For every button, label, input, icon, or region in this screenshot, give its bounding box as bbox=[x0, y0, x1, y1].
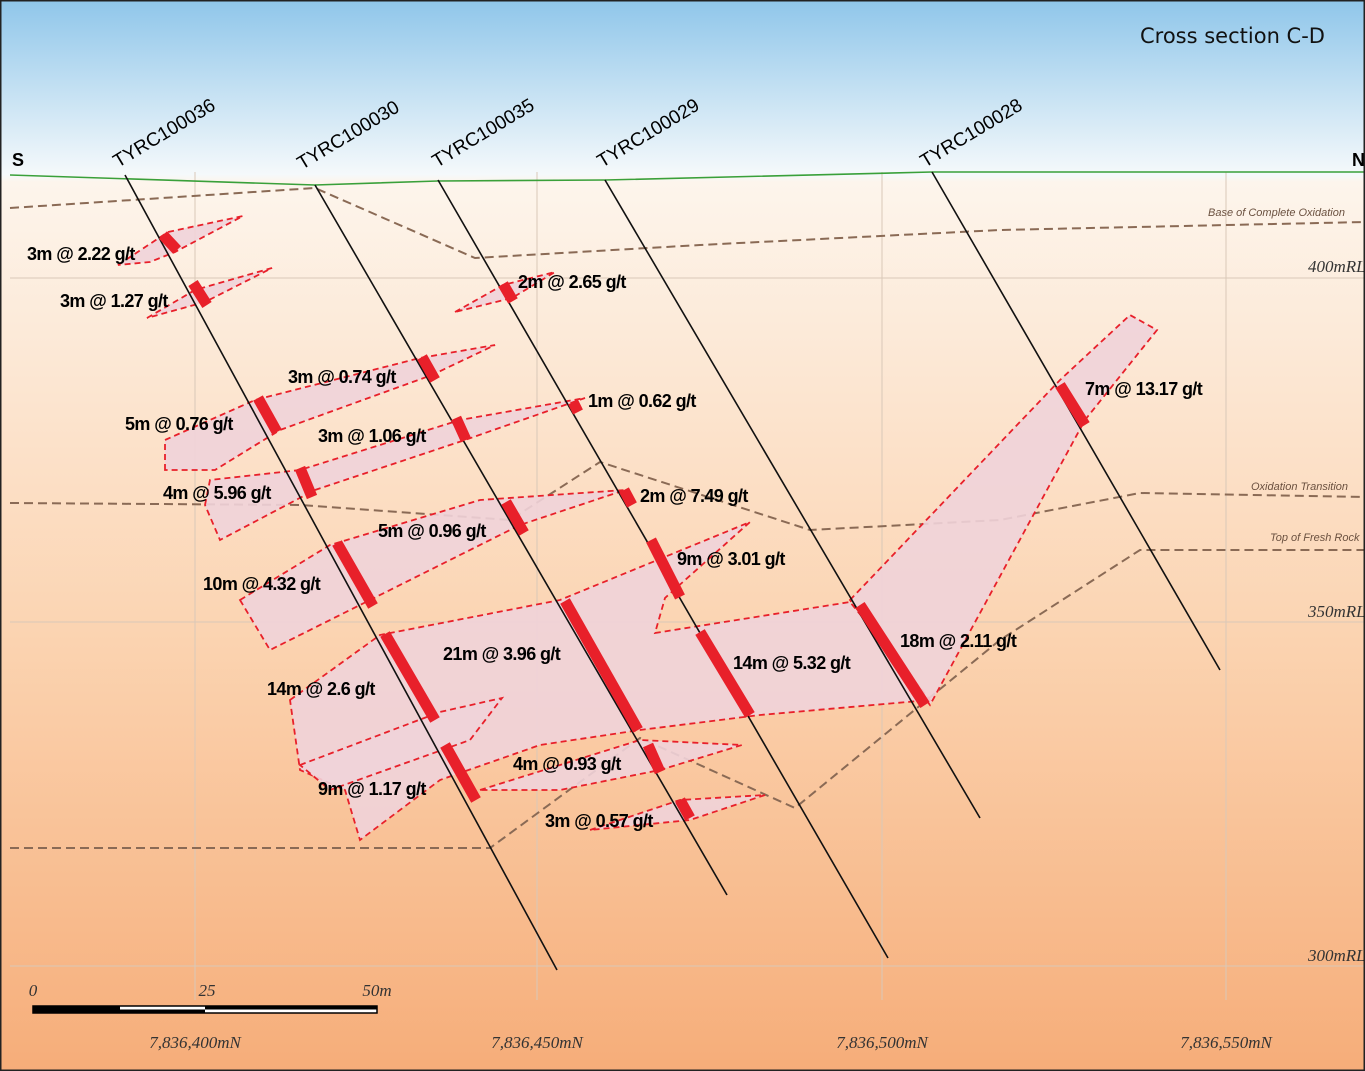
elevation-label: 400mRL bbox=[1308, 257, 1365, 276]
ore-zone bbox=[204, 397, 586, 542]
intercept-label: 5m @ 0.76 g/t bbox=[125, 414, 233, 434]
surface-line bbox=[9, 171, 1365, 186]
ore-zone bbox=[146, 267, 273, 319]
intercept-label: 18m @ 2.11 g/t bbox=[900, 631, 1017, 651]
scale-bar-segment bbox=[120, 1009, 205, 1013]
title: Cross section C-D bbox=[1140, 24, 1325, 48]
intercept-bar bbox=[294, 465, 318, 500]
intercept-label: 3m @ 0.74 g/t bbox=[288, 367, 396, 387]
south-label: S bbox=[12, 150, 24, 170]
northing-label: 7,836,550mN bbox=[1180, 1033, 1273, 1052]
intercept-label: 2m @ 7.49 g/t bbox=[640, 486, 748, 506]
intercept-label: 3m @ 1.27 g/t bbox=[60, 291, 168, 311]
intercept-bar bbox=[440, 742, 481, 803]
northing-label: 7,836,400mN bbox=[149, 1033, 242, 1052]
northing-label: 7,836,450mN bbox=[491, 1033, 584, 1052]
ore-zone bbox=[589, 794, 766, 831]
north-label: N bbox=[1352, 150, 1364, 170]
intercept-label: 9m @ 3.01 g/t bbox=[677, 549, 785, 569]
intercept-label: 21m @ 3.96 g/t bbox=[443, 644, 561, 664]
intercept-label: 1m @ 0.62 g/t bbox=[588, 391, 696, 411]
drill-hole bbox=[604, 179, 981, 819]
intercept-label: 14m @ 2.6 g/t bbox=[267, 679, 375, 699]
northing-label: 7,836,500mN bbox=[836, 1033, 929, 1052]
scale-label: 0 bbox=[29, 981, 38, 1000]
intercept-bar bbox=[332, 540, 378, 609]
ore-zone bbox=[117, 215, 244, 266]
intercept-bar bbox=[695, 629, 755, 718]
intercept-label: 10m @ 4.32 g/t bbox=[203, 574, 321, 594]
scale-bar-segment bbox=[205, 1006, 377, 1010]
horizon-line bbox=[9, 460, 1365, 532]
intercept-bar bbox=[188, 280, 212, 308]
intercept-label: 7m @ 13.17 g/t bbox=[1085, 379, 1203, 399]
horizon-label: Top of Fresh Rock bbox=[1270, 532, 1360, 544]
scale-label: 25 bbox=[199, 981, 216, 1000]
intercept-bar bbox=[619, 487, 637, 508]
ore-zone bbox=[479, 739, 743, 791]
elevation-label: 350mRL bbox=[1307, 602, 1365, 621]
scale-bar-segment bbox=[33, 1006, 120, 1013]
intercept-bar bbox=[253, 395, 282, 435]
drill-hole bbox=[314, 184, 728, 896]
intercept-label: 9m @ 1.17 g/t bbox=[318, 779, 426, 799]
intercept-bar bbox=[568, 399, 583, 415]
intercept-label: 2m @ 2.65 g/t bbox=[518, 272, 626, 292]
intercept-bar bbox=[1055, 382, 1090, 428]
intercept-bar bbox=[646, 537, 685, 600]
intercept-label: 3m @ 1.06 g/t bbox=[318, 426, 426, 446]
intercept-label: 3m @ 2.22 g/t bbox=[27, 244, 135, 264]
intercept-label: 3m @ 0.57 g/t bbox=[545, 811, 653, 831]
intercept-label: 4m @ 5.96 g/t bbox=[163, 483, 271, 503]
intercept-bar bbox=[380, 631, 440, 723]
drill-hole bbox=[124, 174, 558, 971]
intercept-bar bbox=[642, 742, 666, 775]
horizon-line bbox=[9, 186, 1365, 260]
intercept-bar bbox=[450, 415, 472, 443]
intercept-label: 4m @ 0.93 g/t bbox=[513, 754, 621, 774]
intercept-bar bbox=[498, 281, 518, 304]
horizon-label: Base of Complete Oxidation bbox=[1208, 207, 1345, 219]
intercept-bar bbox=[855, 602, 930, 708]
intercept-bar bbox=[560, 598, 643, 733]
ore-zone bbox=[164, 344, 496, 471]
elevation-label: 300mRL bbox=[1307, 946, 1365, 965]
intercept-bar bbox=[158, 231, 182, 254]
horizon-label: Oxidation Transition bbox=[1251, 481, 1348, 493]
ore-zone bbox=[298, 696, 505, 792]
scale-label: 50m bbox=[362, 981, 391, 1000]
intercept-bar bbox=[675, 797, 695, 821]
intercept-label: 14m @ 5.32 g/t bbox=[733, 653, 851, 673]
intercept-bar bbox=[501, 499, 529, 536]
intercept-bar bbox=[417, 354, 440, 383]
drill-hole bbox=[931, 171, 1221, 671]
ore-zone bbox=[238, 489, 626, 652]
intercept-label: 5m @ 0.96 g/t bbox=[378, 521, 486, 541]
